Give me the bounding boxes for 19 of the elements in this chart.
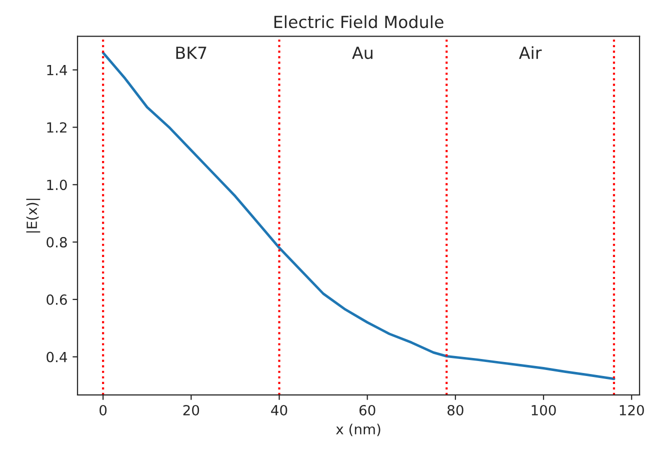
- chart-title: Electric Field Module: [274, 15, 444, 28]
- x-tick-label: 0: [100, 404, 107, 416]
- x-tick-label: 20: [183, 404, 200, 416]
- y-tick-label: 0.8: [46, 237, 67, 248]
- y-tick-label: 0.6: [46, 294, 67, 305]
- x-tick-label: 100: [532, 404, 556, 416]
- x-tick-label: 60: [359, 404, 376, 416]
- x-tick-label: 80: [448, 404, 464, 416]
- y-tick-label: 0.4: [46, 352, 68, 362]
- x-axis-title: x (nm): [336, 424, 380, 436]
- x-tick-label: 120: [620, 404, 644, 416]
- annotation: Air: [518, 46, 542, 59]
- y-tick-label: 1.0: [47, 180, 67, 190]
- y-axis-title: |E(x)|: [26, 198, 40, 232]
- x-tick-label: 40: [271, 404, 288, 416]
- y-tick-label: 1.4: [47, 65, 68, 76]
- annotation: BK7: [176, 46, 206, 59]
- annotation: Au: [352, 46, 372, 60]
- y-tick-label: 1.2: [47, 122, 66, 133]
